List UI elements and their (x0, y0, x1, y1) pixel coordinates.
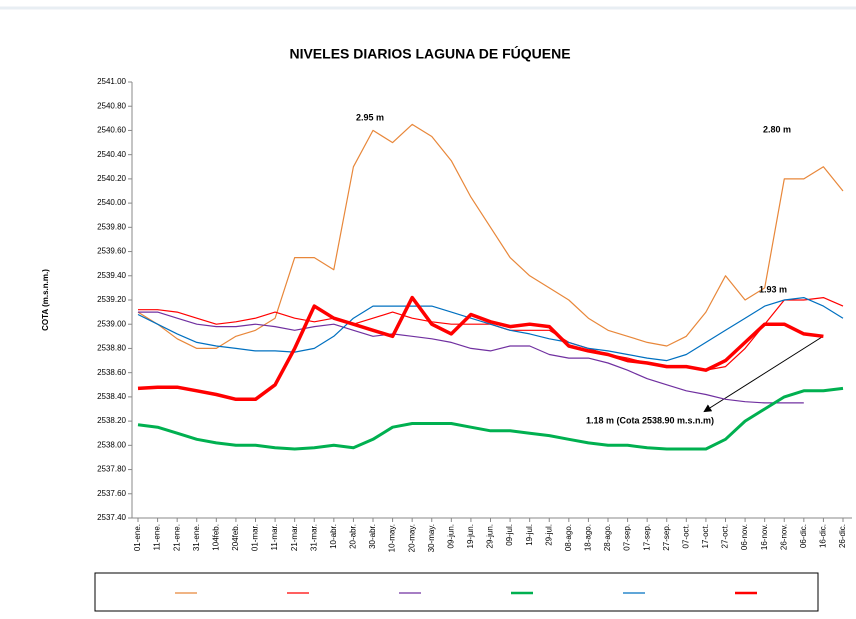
x-tick-label: 27-sep. (662, 524, 671, 551)
y-tick-label: 2539.00 (97, 319, 126, 328)
x-tick-label: 06-dic. (799, 524, 808, 548)
x-tick-label: 19-jul. (525, 524, 534, 546)
x-tick-label: 07-sep. (623, 524, 632, 551)
x-tick-label: 21-ene. (172, 524, 181, 551)
x-tick-label: 31-ene. (192, 524, 201, 551)
y-tick-label: 2540.00 (97, 198, 126, 207)
y-tick-label: 2540.40 (97, 150, 126, 159)
y-tick-label: 2538.80 (97, 344, 126, 353)
y-tick-label: 2538.20 (97, 416, 126, 425)
y-axis-label: COTA (m.s.n.m.) (41, 269, 50, 331)
x-tick-label: 16-nov. (760, 524, 769, 550)
x-tick-label: 09-jul. (505, 524, 514, 546)
y-tick-label: 2538.00 (97, 440, 126, 449)
x-tick-label: 29-jun. (486, 524, 495, 548)
x-tick-label: 09-jun. (446, 524, 455, 548)
x-tick-label: 21-mar. (290, 524, 299, 551)
y-tick-label: 2540.20 (97, 174, 126, 183)
y-tick-label: 2537.60 (97, 489, 126, 498)
y-tick-label: 2537.80 (97, 465, 126, 474)
y-tick-label: 2539.20 (97, 295, 126, 304)
annotation: 1.18 m (Cota 2538.90 m.s.n.m) (586, 415, 714, 425)
y-tick-label: 2537.40 (97, 513, 126, 522)
x-tick-label: 28-ago. (603, 524, 612, 551)
y-tick-label: 2540.80 (97, 101, 126, 110)
x-tick-label: 29-jul. (544, 524, 553, 546)
y-tick-label: 2538.40 (97, 392, 126, 401)
x-tick-label: 31-mar. (309, 524, 318, 551)
x-tick-label: 07-oct. (681, 524, 690, 548)
x-tick-label: 06-nov. (740, 524, 749, 550)
x-tick-label: 01-ene. (133, 524, 142, 551)
x-tick-label: 20-abr. (349, 524, 358, 549)
x-tick-label: 11-ene. (153, 524, 162, 551)
x-tick-label: 20-may. (407, 524, 416, 552)
annotation: 2.95 m (356, 112, 384, 122)
x-tick-label: 01-mar. (251, 524, 260, 551)
annotation: 1.93 m (759, 284, 787, 294)
annotation: 2.80 m (763, 124, 791, 134)
series-line (137, 386, 844, 451)
x-tick-label: 30-abr. (368, 524, 377, 549)
series-line (137, 297, 844, 362)
y-tick-label: 2539.60 (97, 247, 126, 256)
legend-box (94, 572, 819, 612)
x-tick-label: 19-jun. (466, 524, 475, 548)
x-tick-label: 10-may. (388, 524, 397, 552)
y-tick-label: 2540.60 (97, 126, 126, 135)
x-tick-label: 11-mar. (270, 524, 279, 551)
x-tick-label: 30-may. (427, 524, 436, 552)
y-tick-label: 2538.60 (97, 368, 126, 377)
x-tick-label: 27-oct. (721, 524, 730, 548)
x-tick-label: 10-abr. (329, 524, 338, 549)
x-tick-label: 08-ago. (564, 524, 573, 551)
chart-title: NIVELES DIARIOS LAGUNA DE FÚQUENE (289, 45, 570, 62)
y-tick-label: 2539.40 (97, 271, 126, 280)
x-tick-label: 18-ago. (584, 524, 593, 551)
series-line (137, 123, 844, 349)
series-line (138, 311, 804, 404)
x-tick-label: 104feb. (211, 524, 220, 551)
x-tick-label: 16-dic. (819, 524, 828, 548)
y-tick-label: 2539.80 (97, 222, 126, 231)
x-tick-label: 17-oct. (701, 524, 710, 548)
series-line (137, 295, 824, 402)
y-tick-label: 2541.00 (97, 77, 126, 86)
x-tick-label: 26-dic. (838, 524, 847, 548)
x-tick-label: 204feb. (231, 524, 240, 551)
x-tick-label: 26-nov. (779, 524, 788, 550)
x-tick-label: 17-sep. (642, 524, 651, 551)
